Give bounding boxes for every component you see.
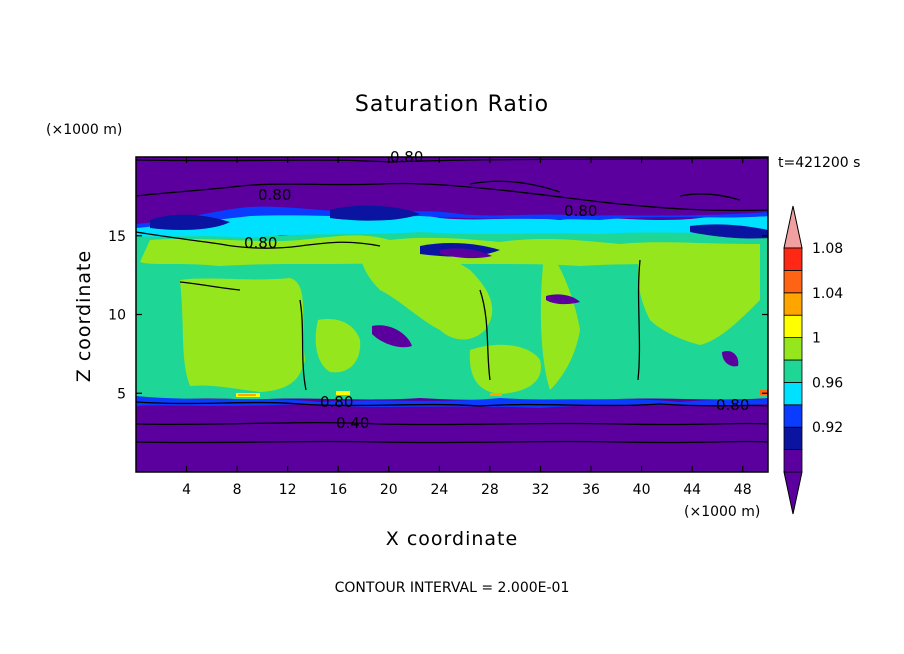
x-tick-label: 32 — [532, 482, 550, 498]
x-axis-unit: (×1000 m) — [684, 504, 760, 520]
colorbar-top-arrow — [783, 205, 803, 249]
contour-label-group: 0.80 0.80 0.80 0.80 0.80 0.40 0.80 — [244, 148, 749, 432]
colorbar-tick-label: 0.92 — [812, 420, 843, 436]
x-axis: 4 8 12 16 20 24 28 32 36 40 44 48 — [182, 157, 752, 498]
surface-warm-spots — [236, 390, 768, 397]
x-tick-label: 44 — [683, 482, 701, 498]
colorbar-bottom-arrow — [783, 471, 803, 515]
y-tick-label: 15 — [108, 229, 126, 245]
colorbar-segment — [783, 359, 803, 383]
colorbar-segment — [783, 449, 803, 473]
colorbar-segment — [783, 314, 803, 339]
x-tick-label: 16 — [329, 482, 347, 498]
y-axis-label: Z coordinate — [73, 250, 95, 382]
dry-cores — [372, 248, 739, 367]
contour-label: 0.40 — [336, 414, 369, 432]
contour-label: 0.80 — [244, 234, 277, 252]
colorbar-segment — [783, 247, 803, 271]
x-tick-label: 36 — [582, 482, 600, 498]
chart-title: Saturation Ratio — [355, 92, 549, 117]
colorbar-segment — [783, 381, 803, 406]
colorbar-segment — [783, 337, 803, 361]
time-label: t=421200 s — [778, 155, 860, 171]
colorbar-segment — [783, 404, 803, 428]
contour-label: 0.80 — [716, 396, 749, 414]
upper-cyan-band — [136, 210, 768, 238]
x-tick-label: 8 — [233, 482, 242, 498]
y-tick-label: 10 — [108, 308, 126, 324]
contour-label: 0.80 — [258, 186, 291, 204]
x-axis-label: X coordinate — [386, 528, 518, 550]
x-tick-label: 4 — [182, 482, 191, 498]
colorbar-tick-label: 1.08 — [812, 241, 843, 257]
x-tick-label: 20 — [380, 482, 398, 498]
x-tick-label: 48 — [734, 482, 752, 498]
contour-label: 0.80 — [390, 148, 423, 166]
y-tick-label: 5 — [117, 386, 126, 402]
y-axis: 5 10 15 — [108, 229, 768, 402]
colorbar-segment — [783, 426, 803, 451]
contour-label: 0.80 — [564, 202, 597, 220]
supersaturated-patches — [140, 235, 760, 394]
x-tick-label: 24 — [430, 482, 448, 498]
colorbar-tick-label: 1 — [812, 331, 821, 347]
upper-blue-band — [136, 206, 768, 228]
contour-interval-note: CONTOUR INTERVAL = 2.000E-01 — [335, 580, 570, 596]
colorbar-tick-label: 1.04 — [812, 286, 843, 302]
colorbar-tick-label: 0.96 — [812, 375, 843, 391]
plot-area — [136, 157, 768, 472]
x-tick-label: 40 — [633, 482, 651, 498]
x-tick-label: 28 — [481, 482, 499, 498]
x-tick-label: 12 — [279, 482, 297, 498]
colorbar: 0.92 0.96 1 1.04 1.08 — [783, 205, 843, 515]
contour-lines — [136, 157, 768, 444]
colorbar-segment — [783, 269, 803, 294]
colorbar-segment — [783, 292, 803, 316]
contour-label: 0.80 — [320, 393, 353, 411]
y-axis-unit: (×1000 m) — [46, 122, 122, 138]
